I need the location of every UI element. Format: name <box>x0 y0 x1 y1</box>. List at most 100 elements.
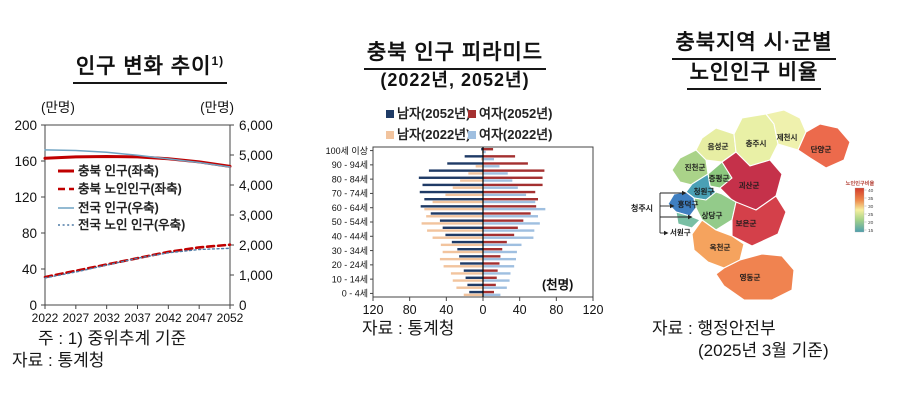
map-source-line2: (2025년 3월 기준) <box>698 341 829 360</box>
label-cheongwon-gu: 청원구 <box>694 186 715 196</box>
svg-text:(만명): (만명) <box>41 100 75 115</box>
pyramid-title: 충북 인구 피라미드 <box>300 36 610 70</box>
colorbar-tick: 40 <box>868 188 874 194</box>
svg-text:2022: 2022 <box>32 311 59 325</box>
panel-elderly-ratio-map: 충북지역 시·군별 노인인구 비율 <box>610 0 898 401</box>
label-jecheon: 제천시 <box>777 132 798 142</box>
svg-text:120: 120 <box>583 303 604 317</box>
svg-text:30 - 34세: 30 - 34세 <box>332 246 368 256</box>
svg-text:80: 80 <box>403 303 417 317</box>
pyramid-subtitle: (2022년, 2052년) <box>380 70 530 90</box>
cheongju-annotation-arrows <box>659 190 693 236</box>
svg-text:40: 40 <box>513 303 527 317</box>
map-title-line1: 충북지역 시·군별 <box>610 26 898 60</box>
cheongju-city-label: 청주시 <box>631 203 653 213</box>
colorbar-tick: 30 <box>868 204 874 210</box>
svg-text:90 - 94세: 90 - 94세 <box>332 160 368 170</box>
svg-text:40 - 44세: 40 - 44세 <box>332 231 368 241</box>
map-region-labels: 음성군 충주시 제천시 단양군 진천군 증평군 괴산군 청원구 흥덕구 상당구 … <box>670 132 831 282</box>
svg-text:2027: 2027 <box>62 311 89 325</box>
svg-text:100세 이상: 100세 이상 <box>326 146 368 156</box>
svg-text:2,000: 2,000 <box>239 238 273 253</box>
svg-text:6,000: 6,000 <box>239 118 273 133</box>
trend-line-chart: (만명) (만명) 0 40 80 120 160 200 0 1,000 2,000 3,000 4,… <box>14 100 273 325</box>
svg-text:전국 노인 인구(우축): 전국 노인 인구(우축) <box>78 217 185 232</box>
label-jeungpyeong: 증평군 <box>709 173 730 183</box>
map-source-line1: 자료 : 행정안전부 <box>652 319 776 338</box>
svg-text:120: 120 <box>14 190 37 205</box>
trend-title: 인구 변화 추이1) <box>0 50 300 84</box>
region-seowon-gu <box>675 211 701 229</box>
svg-text:60 - 64세: 60 - 64세 <box>332 203 368 213</box>
colorbar-gradient <box>854 187 865 233</box>
label-okcheon: 옥천군 <box>710 242 731 252</box>
svg-text:여자(2022년): 여자(2022년) <box>479 127 552 142</box>
svg-text:충북 노인인구(좌축): 충북 노인인구(좌축) <box>78 181 182 196</box>
label-yeongdong: 영동군 <box>740 272 761 282</box>
svg-text:120: 120 <box>363 303 384 317</box>
map-colorbar: 노인인구비율 40 35 30 25 20 15 <box>846 179 875 234</box>
colorbar-tick: 15 <box>868 228 874 234</box>
map-regions <box>667 109 851 301</box>
svg-text:여자(2052년): 여자(2052년) <box>479 106 552 121</box>
label-boeun: 보은군 <box>736 219 757 228</box>
label-seowon-gu: 서원구 <box>670 227 691 237</box>
svg-text:2037: 2037 <box>124 311 151 325</box>
region-heungdeok-gu <box>667 191 697 217</box>
svg-text:20 - 24세: 20 - 24세 <box>332 260 368 270</box>
svg-text:(천명): (천명) <box>542 277 573 292</box>
trend-source: 자료 : 통계청 <box>12 351 105 370</box>
region-danyang <box>797 123 851 169</box>
region-boeun <box>731 195 787 247</box>
label-chungju: 충주시 <box>746 138 767 148</box>
trend-title-text: 인구 변화 추이 <box>75 55 212 78</box>
svg-text:1,000: 1,000 <box>239 268 273 283</box>
label-goesan: 괴산군 <box>739 180 760 190</box>
svg-text:남자(2022년): 남자(2022년) <box>397 127 470 142</box>
svg-text:200: 200 <box>14 118 37 133</box>
svg-text:10 - 14세: 10 - 14세 <box>332 274 368 284</box>
map-title-line2: 노인인구 비율 <box>610 56 898 90</box>
svg-text:충북 인구(좌축): 충북 인구(좌축) <box>78 163 159 178</box>
svg-text:3,000: 3,000 <box>239 208 273 223</box>
svg-text:4,000: 4,000 <box>239 178 273 193</box>
svg-text:40: 40 <box>439 303 453 317</box>
svg-text:0: 0 <box>239 298 247 313</box>
label-danyang: 단양군 <box>811 144 832 154</box>
svg-text:70 - 74세: 70 - 74세 <box>332 189 368 199</box>
svg-text:80 - 84세: 80 - 84세 <box>332 174 368 184</box>
pyramid-title-text: 충북 인구 피라미드 <box>363 36 547 70</box>
label-heungdeok-gu: 흥덕구 <box>678 199 699 209</box>
region-yeongdong <box>715 253 795 301</box>
map-footer: 자료 : 행정안전부 (2025년 3월 기준) <box>652 318 829 362</box>
colorbar-tick: 25 <box>868 212 874 218</box>
svg-text:2047: 2047 <box>186 311 213 325</box>
colorbar-tick: 20 <box>868 220 874 226</box>
colorbar-ticks: 40 35 30 25 20 15 <box>864 188 874 234</box>
pyramid-bar-chart: 남자(2052년) 여자(2052년) 남자(2022년) 여자(2022년) 100세… <box>326 106 604 317</box>
trend-footer: 주 : 1) 중위추계 기준 자료 : 통계청 <box>12 328 186 372</box>
svg-text:전국 인구(우축): 전국 인구(우축) <box>78 200 159 215</box>
svg-text:0: 0 <box>29 298 37 313</box>
colorbar-tick: 35 <box>868 196 874 202</box>
label-sangdang-gu: 상당구 <box>702 210 723 220</box>
svg-text:40: 40 <box>22 262 37 277</box>
svg-text:0 - 4세: 0 - 4세 <box>342 289 368 299</box>
svg-text:2052: 2052 <box>217 311 244 325</box>
svg-text:남자(2052년): 남자(2052년) <box>397 106 470 121</box>
label-jincheon: 진천군 <box>685 162 706 172</box>
svg-text:2042: 2042 <box>155 311 182 325</box>
svg-text:(만명): (만명) <box>200 100 234 115</box>
svg-text:160: 160 <box>14 154 37 169</box>
label-eumseong: 음성군 <box>708 141 729 151</box>
trend-title-footnote-mark: 1) <box>211 54 225 68</box>
panel-population-trend: 인구 변화 추이1) (만명) (만명) 0 40 80 120 160 200 0 1,000 2… <box>0 0 300 401</box>
colorbar-title: 노인인구비율 <box>846 179 875 187</box>
svg-text:80: 80 <box>549 303 563 317</box>
pyramid-source: 자료 : 통계청 <box>362 319 455 338</box>
chungbuk-choropleth-map: 음성군 충주시 제천시 단양군 진천군 증평군 괴산군 청원구 흥덕구 상당구 … <box>631 109 875 301</box>
svg-text:0: 0 <box>480 303 487 317</box>
panel-population-pyramid: 충북 인구 피라미드 (2022년, 2052년) 남자(2052년) 여자(20… <box>300 0 610 401</box>
svg-text:5,000: 5,000 <box>239 148 273 163</box>
trend-note: 주 : 1) 중위추계 기준 <box>38 329 187 348</box>
